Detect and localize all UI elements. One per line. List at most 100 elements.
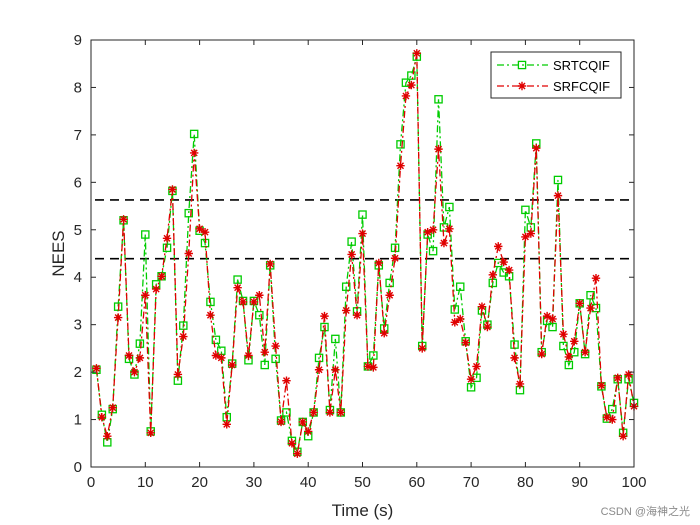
x-tick-label: 90 [571,474,588,491]
data-point-SRTCQIF [358,210,367,219]
data-point-SRFCQIF [347,250,356,259]
data-point-SRFCQIF [597,381,606,390]
data-point-SRTCQIF [347,237,356,246]
data-point-SRFCQIF [450,318,460,327]
data-point-SRTCQIF [445,202,454,212]
x-tick-label: 0 [87,474,95,491]
data-point-SRTCQIF [255,310,264,320]
data-point-SRFCQIF [472,362,481,371]
legend-box [490,51,622,99]
data-point-SRTCQIF [141,230,150,239]
legend-marker-SRTCQIF [517,60,527,70]
data-point-SRFCQIF [483,322,492,332]
data-point-SRFCQIF [227,360,237,370]
data-point-SRFCQIF [526,229,536,238]
data-point-SRFCQIF [211,351,221,360]
data-point-SRFCQIF [189,148,199,158]
data-point-SRFCQIF [130,367,139,377]
data-point-SRFCQIF [618,431,628,441]
x-tick-label: 50 [354,474,371,491]
y-tick-label: 1 [74,412,82,429]
data-point-SRFCQIF [434,144,443,154]
x-tick-label: 20 [191,474,208,491]
data-point-SRFCQIF [494,242,503,251]
data-point-SRFCQIF [173,370,183,379]
data-point-SRFCQIF [146,428,155,438]
series-line-SRFCQIF [95,53,635,456]
data-point-SRFCQIF [613,373,622,383]
data-point-SRFCQIF [255,291,264,300]
data-point-SRFCQIF [461,338,470,347]
data-point-SRFCQIF [179,332,188,341]
y-tick-label: 2 [74,364,82,381]
legend-label-SRTCQIF: SRTCQIF [553,58,610,73]
data-point-SRFCQIF [287,439,297,448]
data-point-SRTCQIF [341,282,351,291]
data-point-SRFCQIF [293,449,302,458]
data-point-SRFCQIF [369,363,378,372]
data-point-SRTCQIF [385,278,394,288]
data-point-SRTCQIF [428,246,438,256]
y-tick-label: 4 [74,269,82,286]
data-point-SRFCQIF [580,347,590,357]
data-point-SRTCQIF [564,360,574,370]
x-tick-label: 10 [137,474,154,491]
legend: SRTCQIF SRFCQIF [490,51,622,99]
y-tick-label: 6 [74,174,82,191]
data-point-SRTCQIF [184,208,193,218]
data-point-SRFCQIF [548,314,557,324]
data-point-SRTCQIF [407,71,416,80]
data-point-SRTCQIF [179,321,188,330]
data-point-SRFCQIF [276,417,286,427]
data-point-SRFCQIF [564,352,574,362]
data-point-SRFCQIF [466,375,476,384]
data-point-SRFCQIF [428,225,438,234]
data-point-SRFCQIF [591,273,601,283]
data-point-SRFCQIF [217,353,226,363]
data-point-SRFCQIF [157,272,166,281]
data-point-SRTCQIF [206,297,215,307]
legend-label-SRFCQIF: SRFCQIF [553,79,610,94]
x-tick-label: 100 [621,474,646,491]
data-point-SRFCQIF [445,224,454,234]
data-point-SRFCQIF [385,291,394,300]
data-point-SRFCQIF [325,408,335,417]
data-point-SRTCQIF [586,291,595,300]
data-point-SRTCQIF [570,347,579,357]
data-point-SRTCQIF [548,322,557,332]
data-point-SRFCQIF [418,344,427,353]
data-point-SRFCQIF [396,161,405,170]
data-point-SRFCQIF [488,270,498,280]
data-point-SRFCQIF [244,351,253,360]
data-point-SRFCQIF [195,224,204,234]
data-point-SRFCQIF [390,254,400,263]
series-layer [92,49,639,458]
data-point-SRFCQIF [559,329,568,339]
data-point-SRTCQIF [260,360,270,370]
data-point-SRFCQIF [374,258,383,268]
watermark: CSDN @海神之光 [600,506,690,518]
data-point-SRFCQIF [222,420,231,429]
data-point-SRFCQIF [532,143,541,153]
data-point-SRFCQIF [298,417,307,427]
data-point-SRFCQIF [542,311,552,321]
data-point-SRTCQIF [455,282,465,291]
data-point-SRFCQIF [499,257,508,267]
data-point-SRFCQIF [151,284,161,294]
data-point-SRFCQIF [320,311,329,321]
data-point-SRFCQIF [314,365,324,374]
data-point-SRFCQIF [233,283,242,292]
data-point-SRFCQIF [309,408,318,417]
y-axis-label: NEES [49,230,68,276]
data-point-SRTCQIF [434,95,443,104]
data-point-SRFCQIF [97,412,107,422]
y-tick-label: 9 [74,32,82,49]
data-point-SRFCQIF [537,349,546,359]
legend-marker-SRFCQIF [517,81,527,91]
data-point-SRFCQIF [510,353,519,363]
data-point-SRFCQIF [260,347,269,357]
x-tick-label: 70 [463,474,480,491]
data-point-SRTCQIF [135,339,145,348]
data-point-SRFCQIF [162,234,172,243]
data-point-SRTCQIF [466,383,476,392]
